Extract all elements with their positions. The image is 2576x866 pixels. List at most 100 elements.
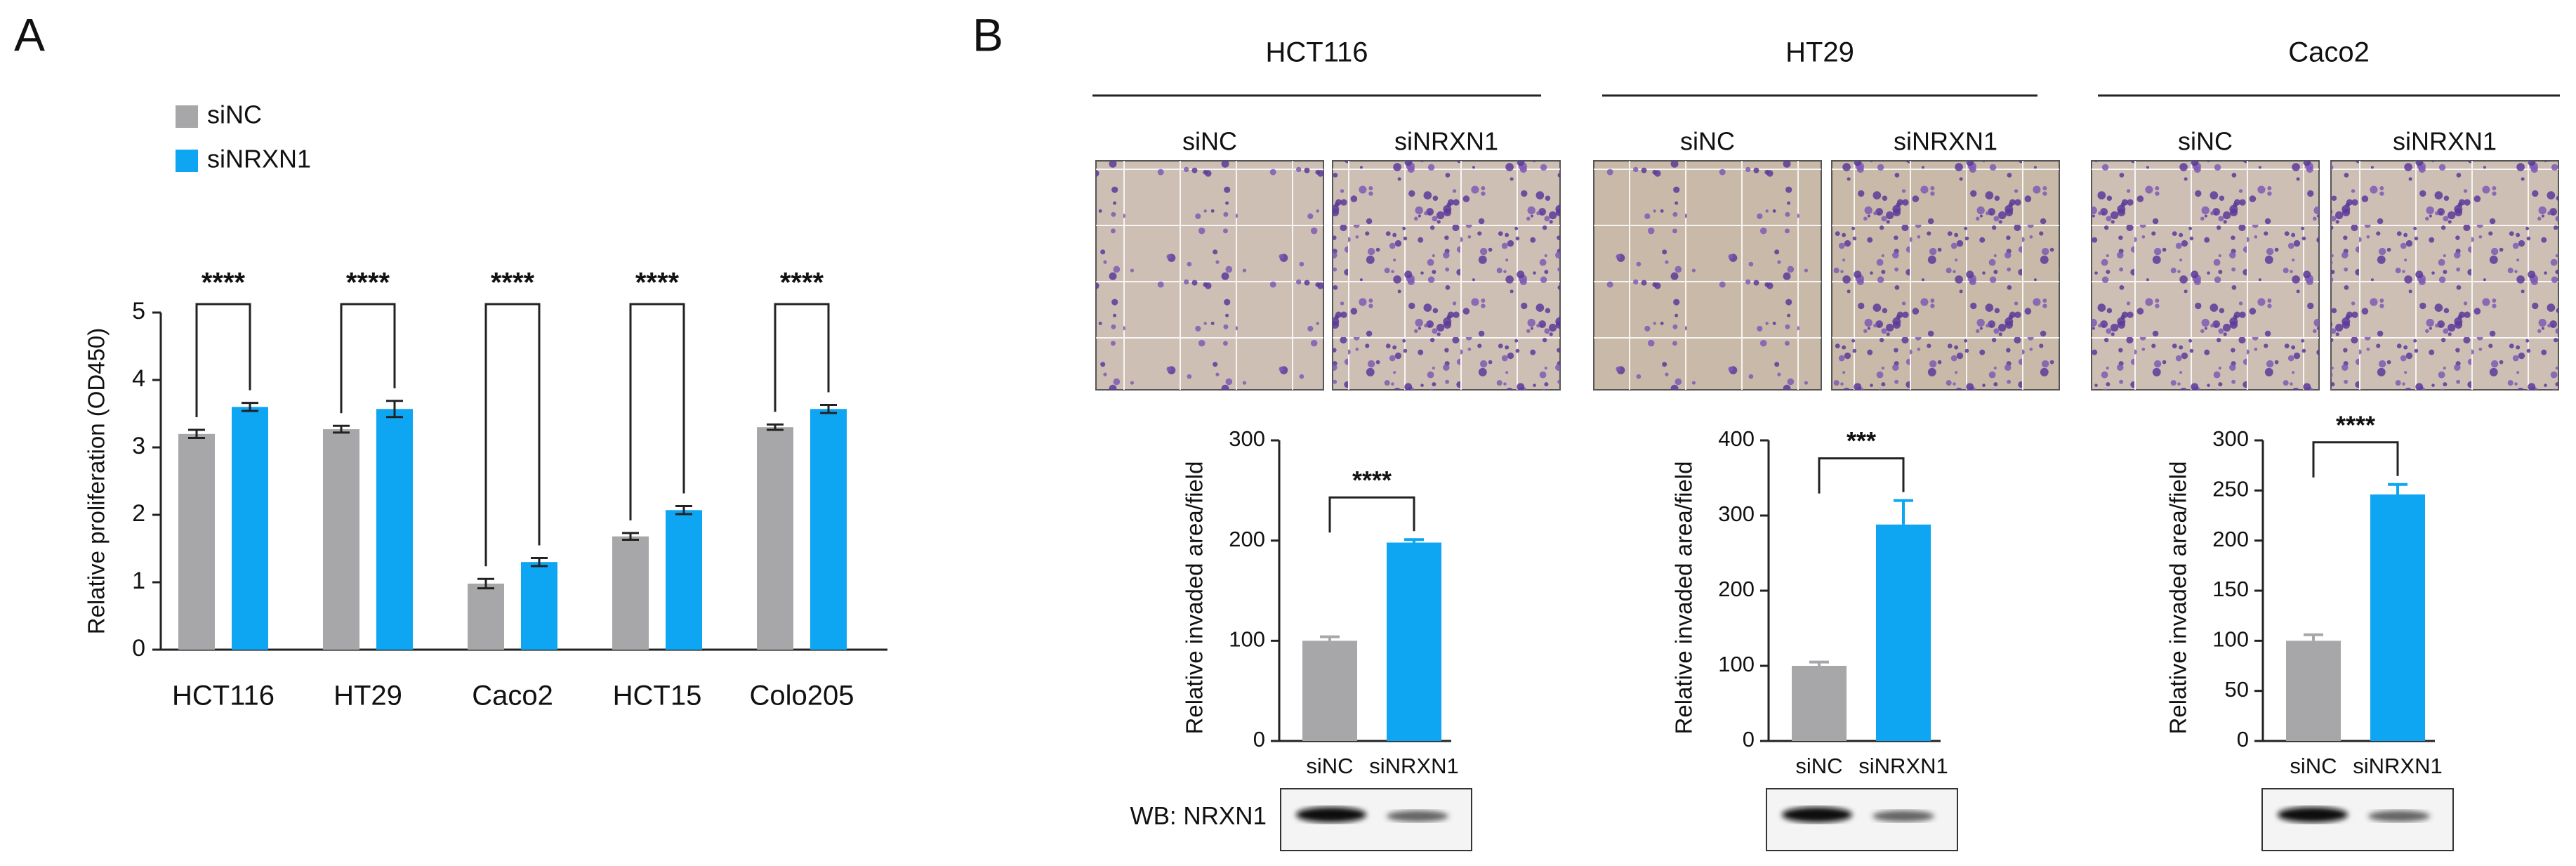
y-tick-label: 50 — [2225, 677, 2249, 702]
y-axis-label: Relative proliferation (OD450) — [84, 328, 110, 635]
error-bar — [1320, 635, 1340, 641]
blot-label: WB: NRXN1 — [1130, 802, 1267, 829]
y-tick-label: 5 — [132, 298, 145, 324]
bar — [612, 536, 649, 650]
y-tick-label: 1 — [132, 568, 145, 594]
significance-bracket — [195, 303, 251, 418]
x-tick-label: siNC — [1306, 754, 1353, 778]
panel-label: B — [972, 8, 1003, 60]
y-axis-label: Relative invaded area/field — [1182, 461, 1208, 735]
significance-label: **** — [635, 268, 680, 298]
image-label: siNRXN1 — [1394, 127, 1498, 156]
y-tick-label: 100 — [1229, 627, 1265, 652]
significance-bracket — [340, 303, 396, 414]
image-label: siNRXN1 — [2393, 127, 2497, 156]
bar — [2370, 494, 2425, 741]
bar — [810, 409, 847, 650]
error-bar — [767, 423, 784, 431]
bar — [468, 583, 504, 650]
y-tick-label: 0 — [1253, 727, 1265, 752]
bar — [178, 433, 215, 650]
significance-label: **** — [780, 268, 824, 298]
bar — [323, 429, 359, 650]
micrograph-cells — [1832, 161, 2059, 390]
bar — [376, 409, 413, 650]
bar — [666, 510, 702, 650]
bar — [1302, 641, 1357, 741]
x-tick-label: Caco2 — [472, 681, 553, 711]
image-label: siNRXN1 — [1894, 127, 1997, 156]
blot-band — [1782, 807, 1852, 822]
error-bar — [386, 400, 403, 419]
error-bar — [1894, 499, 1913, 525]
y-tick-label: 300 — [2212, 426, 2249, 451]
image-label: siNC — [1182, 127, 1237, 156]
error-bar — [1809, 660, 1829, 666]
micrograph-cells — [1333, 161, 1560, 390]
x-tick-label: siNRXN1 — [1858, 754, 1948, 778]
x-tick-label: siNRXN1 — [1369, 754, 1458, 778]
panel-title: HT29 — [1785, 37, 1854, 68]
x-tick-label: HCT116 — [172, 681, 275, 711]
legend-label: siNRXN1 — [207, 145, 311, 173]
error-bar — [675, 505, 692, 516]
image-label: siNC — [2178, 127, 2233, 156]
y-tick-label: 300 — [1229, 426, 1265, 451]
x-tick-label: siNRXN1 — [2353, 754, 2442, 778]
blot-band — [1387, 811, 1448, 822]
significance-label: **** — [1352, 466, 1392, 494]
error-bar — [242, 402, 258, 412]
image-label: siNC — [1680, 127, 1735, 156]
y-tick-label: 100 — [1718, 652, 1755, 676]
significance-bracket — [484, 303, 541, 567]
x-tick-label: siNC — [2290, 754, 2337, 778]
error-bar — [188, 428, 205, 440]
bar — [2286, 641, 2341, 741]
significance-bracket — [2312, 441, 2399, 478]
blot-band — [1296, 807, 1366, 822]
significance-label: **** — [202, 268, 246, 298]
y-axis-label: Relative invaded area/field — [2165, 461, 2191, 735]
significance-label: **** — [2336, 410, 2375, 439]
error-bar — [622, 532, 639, 542]
panel-label: A — [14, 8, 45, 60]
micrograph-cells — [2331, 161, 2558, 390]
error-bar — [1404, 538, 1424, 543]
y-tick-label: 150 — [2212, 577, 2249, 601]
error-bar — [477, 577, 494, 590]
legend-swatch — [176, 105, 198, 128]
micrograph-cells — [1096, 161, 1323, 390]
error-bar — [2388, 483, 2407, 495]
y-tick-label: 3 — [132, 433, 145, 459]
bar — [1792, 666, 1847, 741]
error-bar — [333, 424, 350, 434]
error-bar — [531, 556, 548, 568]
y-tick-label: 0 — [132, 635, 145, 662]
panel-title: Caco2 — [2288, 37, 2370, 68]
bar — [232, 407, 268, 650]
micrograph-cells — [1594, 161, 1821, 390]
bar — [521, 562, 557, 650]
y-axis-label: Relative invaded area/field — [1671, 461, 1697, 735]
legend-label: siNC — [207, 100, 262, 129]
x-tick-label: siNC — [1795, 754, 1842, 778]
blot-band — [2368, 811, 2430, 822]
x-tick-label: Colo205 — [749, 681, 854, 711]
blot-band — [1872, 811, 1934, 822]
y-tick-label: 200 — [1229, 527, 1265, 551]
blot-band — [2278, 807, 2348, 822]
error-bar — [820, 404, 837, 414]
significance-label: *** — [1847, 426, 1876, 455]
x-tick-label: HT29 — [333, 681, 402, 711]
y-tick-label: 2 — [132, 500, 145, 527]
y-tick-label: 0 — [1743, 727, 1755, 752]
y-tick-label: 300 — [1718, 501, 1755, 526]
significance-label: **** — [491, 268, 535, 298]
micrograph-cells — [2092, 161, 2319, 390]
error-bar — [2304, 633, 2323, 641]
y-tick-label: 200 — [1718, 577, 1755, 601]
bar — [1387, 542, 1441, 741]
y-tick-label: 400 — [1718, 426, 1755, 451]
y-tick-label: 0 — [2237, 727, 2249, 752]
